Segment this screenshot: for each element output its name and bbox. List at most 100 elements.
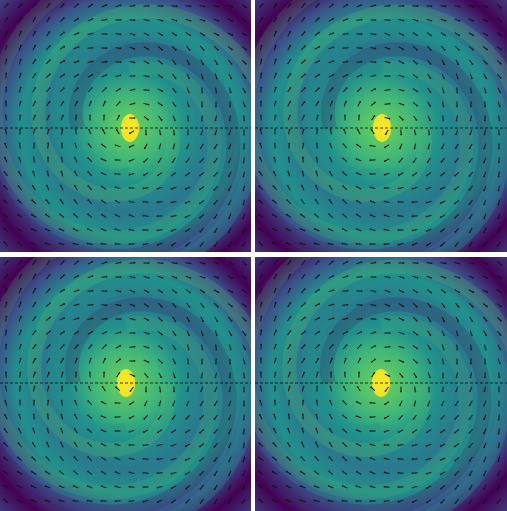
- field-arrow-head: [174, 320, 177, 322]
- field-arrow-head: [128, 485, 131, 488]
- field-arrow-head: [59, 213, 61, 216]
- field-arrow-head: [175, 277, 178, 279]
- field-arrow-head: [355, 500, 358, 502]
- field-arrow-head: [34, 330, 37, 332]
- field-arrow-head: [128, 146, 131, 148]
- field-arrow-head: [288, 385, 291, 388]
- field-arrow-head: [317, 87, 320, 90]
- field-arrow-head: [331, 100, 333, 103]
- field-arrow-head: [439, 473, 442, 476]
- field-arrow-head: [20, 287, 22, 290]
- field-arrow-head: [258, 227, 260, 230]
- field-arrow-head: [61, 142, 63, 145]
- field-arrow-head: [355, 228, 358, 231]
- field-arrow-head: [213, 474, 216, 476]
- field-arrow-head: [3, 199, 5, 202]
- field-arrow-head: [383, 485, 386, 488]
- field-arrow-head: [303, 87, 306, 90]
- field-arrow-head: [63, 31, 65, 34]
- field-arrow-head: [229, 105, 232, 108]
- field-arrow-head: [302, 399, 305, 402]
- field-arrow-head: [91, 3, 93, 6]
- field-arrow-head: [34, 371, 36, 374]
- field-arrow-head: [360, 261, 363, 264]
- field-arrow-head: [328, 185, 331, 187]
- field-arrow-head: [388, 102, 391, 105]
- field-arrow-head: [90, 100, 92, 103]
- field-arrow-head: [429, 306, 432, 308]
- field-arrow-head: [172, 404, 175, 407]
- field-arrow-head: [468, 217, 471, 220]
- field-arrow-head: [34, 287, 37, 290]
- field-arrow-head: [388, 48, 391, 50]
- field-arrow-head: [271, 227, 274, 230]
- field-arrow-head: [160, 305, 163, 308]
- field-arrow-head: [388, 305, 391, 307]
- field-arrow-head: [498, 390, 500, 393]
- field-arrow-head: [100, 158, 103, 160]
- field-arrow-head: [170, 487, 173, 489]
- field-arrow-head: [468, 418, 471, 420]
- field-arrow-head: [171, 431, 173, 434]
- field-arrow-head: [261, 17, 264, 19]
- field-arrow-head: [184, 459, 187, 461]
- field-arrow-head: [485, 77, 488, 80]
- field-arrow-head: [128, 214, 131, 217]
- field-arrow-head: [425, 188, 428, 190]
- field-arrow-head: [328, 170, 331, 173]
- field-arrow-head: [147, 305, 150, 308]
- field-arrow-head: [48, 260, 51, 262]
- field-arrow-head: [245, 6, 247, 9]
- field-arrow-head: [147, 262, 150, 264]
- field-arrow-head: [318, 31, 320, 34]
- field-arrow-head: [427, 147, 430, 150]
- field-arrow-head: [88, 128, 90, 131]
- field-arrow-head: [388, 291, 391, 293]
- field-arrow-head: [245, 277, 247, 280]
- field-arrow-head: [118, 372, 121, 374]
- field-arrow-head: [129, 132, 131, 135]
- field-arrow-head: [370, 129, 373, 131]
- field-arrow-head: [7, 3, 9, 6]
- field-arrow-head: [144, 404, 146, 407]
- field-arrow-head: [397, 457, 400, 460]
- field-arrow-head: [244, 62, 247, 65]
- field-arrow-head: [146, 376, 149, 378]
- arrow-field: [258, 3, 502, 248]
- field-arrow-head: [34, 357, 37, 360]
- field-arrow-head: [274, 86, 277, 89]
- field-arrow-head: [373, 372, 376, 374]
- field-arrow-head: [48, 73, 51, 76]
- field-arrow-head: [147, 291, 150, 294]
- field-arrow-head: [59, 199, 62, 201]
- field-arrow-head: [114, 430, 117, 432]
- field-arrow-head: [227, 502, 230, 504]
- field-arrow-head: [101, 143, 103, 146]
- field-arrow-head: [33, 142, 36, 145]
- field-arrow-head: [332, 289, 335, 292]
- field-arrow-head: [258, 413, 261, 416]
- field-arrow-head: [147, 346, 150, 349]
- field-arrow-head: [345, 344, 348, 346]
- field-arrow-head: [231, 291, 234, 294]
- field-arrow-head: [402, 48, 404, 51]
- field-arrow-head: [444, 291, 446, 294]
- field-arrow-head: [199, 502, 202, 504]
- field-arrow-head: [416, 5, 419, 7]
- field-arrow-head: [87, 199, 90, 202]
- field-arrow-head: [217, 277, 220, 279]
- field-arrow-head: [133, 332, 136, 334]
- field-arrow-head: [133, 276, 136, 279]
- field-arrow-head: [229, 91, 232, 94]
- field-arrow-head: [454, 502, 457, 504]
- spiral-band: [0, 0, 222, 245]
- field-arrow-head: [45, 199, 48, 202]
- field-arrow-head: [402, 319, 405, 322]
- field-arrow-head: [77, 289, 80, 292]
- field-arrow-head: [388, 19, 391, 22]
- field-arrow-head: [332, 3, 334, 6]
- field-arrow-head: [273, 142, 276, 145]
- field-arrow-head: [62, 3, 65, 5]
- field-arrow-head: [355, 429, 358, 431]
